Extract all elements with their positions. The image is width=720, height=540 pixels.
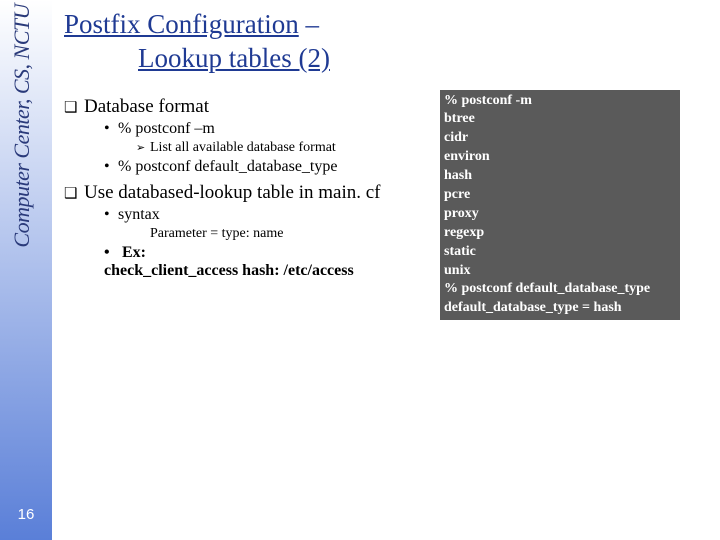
sidebar-label: Computer Center, CS, NCTU xyxy=(9,4,35,248)
bullet-postconf-m: % postconf –m xyxy=(104,120,432,138)
body-columns: Database format % postconf –m List all a… xyxy=(64,90,714,321)
slide-title: Postfix Configuration – Lookup tables (2… xyxy=(64,8,714,76)
code-box: % postconf -m btree cidr environ hash pc… xyxy=(440,90,680,321)
bullet-ex: Ex: check_client_access hash: /etc/acces… xyxy=(104,244,432,280)
ex-line-1: Ex: xyxy=(122,244,146,261)
title-dash: – xyxy=(299,9,319,39)
bullet-use-lookup: Use databased-lookup table in main. cf xyxy=(64,182,432,205)
page-number: 16 xyxy=(12,500,40,528)
bullet-postconf-default: % postconf default_database_type xyxy=(104,158,432,176)
bullet-syntax: syntax xyxy=(104,206,432,224)
ex-line-2: check_client_access hash: /etc/access xyxy=(104,262,354,279)
sidebar: Computer Center, CS, NCTU 16 xyxy=(0,0,52,540)
bullet-list-all: List all available database format xyxy=(136,140,432,156)
syntax-detail: Parameter = type: name xyxy=(150,226,432,242)
left-column: Database format % postconf –m List all a… xyxy=(64,90,432,321)
slide-content: Postfix Configuration – Lookup tables (2… xyxy=(64,0,714,320)
right-column: % postconf -m btree cidr environ hash pc… xyxy=(440,90,680,321)
sidebar-label-text: Computer Center, CS, NCTU xyxy=(9,4,34,248)
title-line-1: Postfix Configuration xyxy=(64,9,299,39)
bullet-database-format: Database format xyxy=(64,96,432,118)
title-line-2: Lookup tables (2) xyxy=(64,42,330,76)
